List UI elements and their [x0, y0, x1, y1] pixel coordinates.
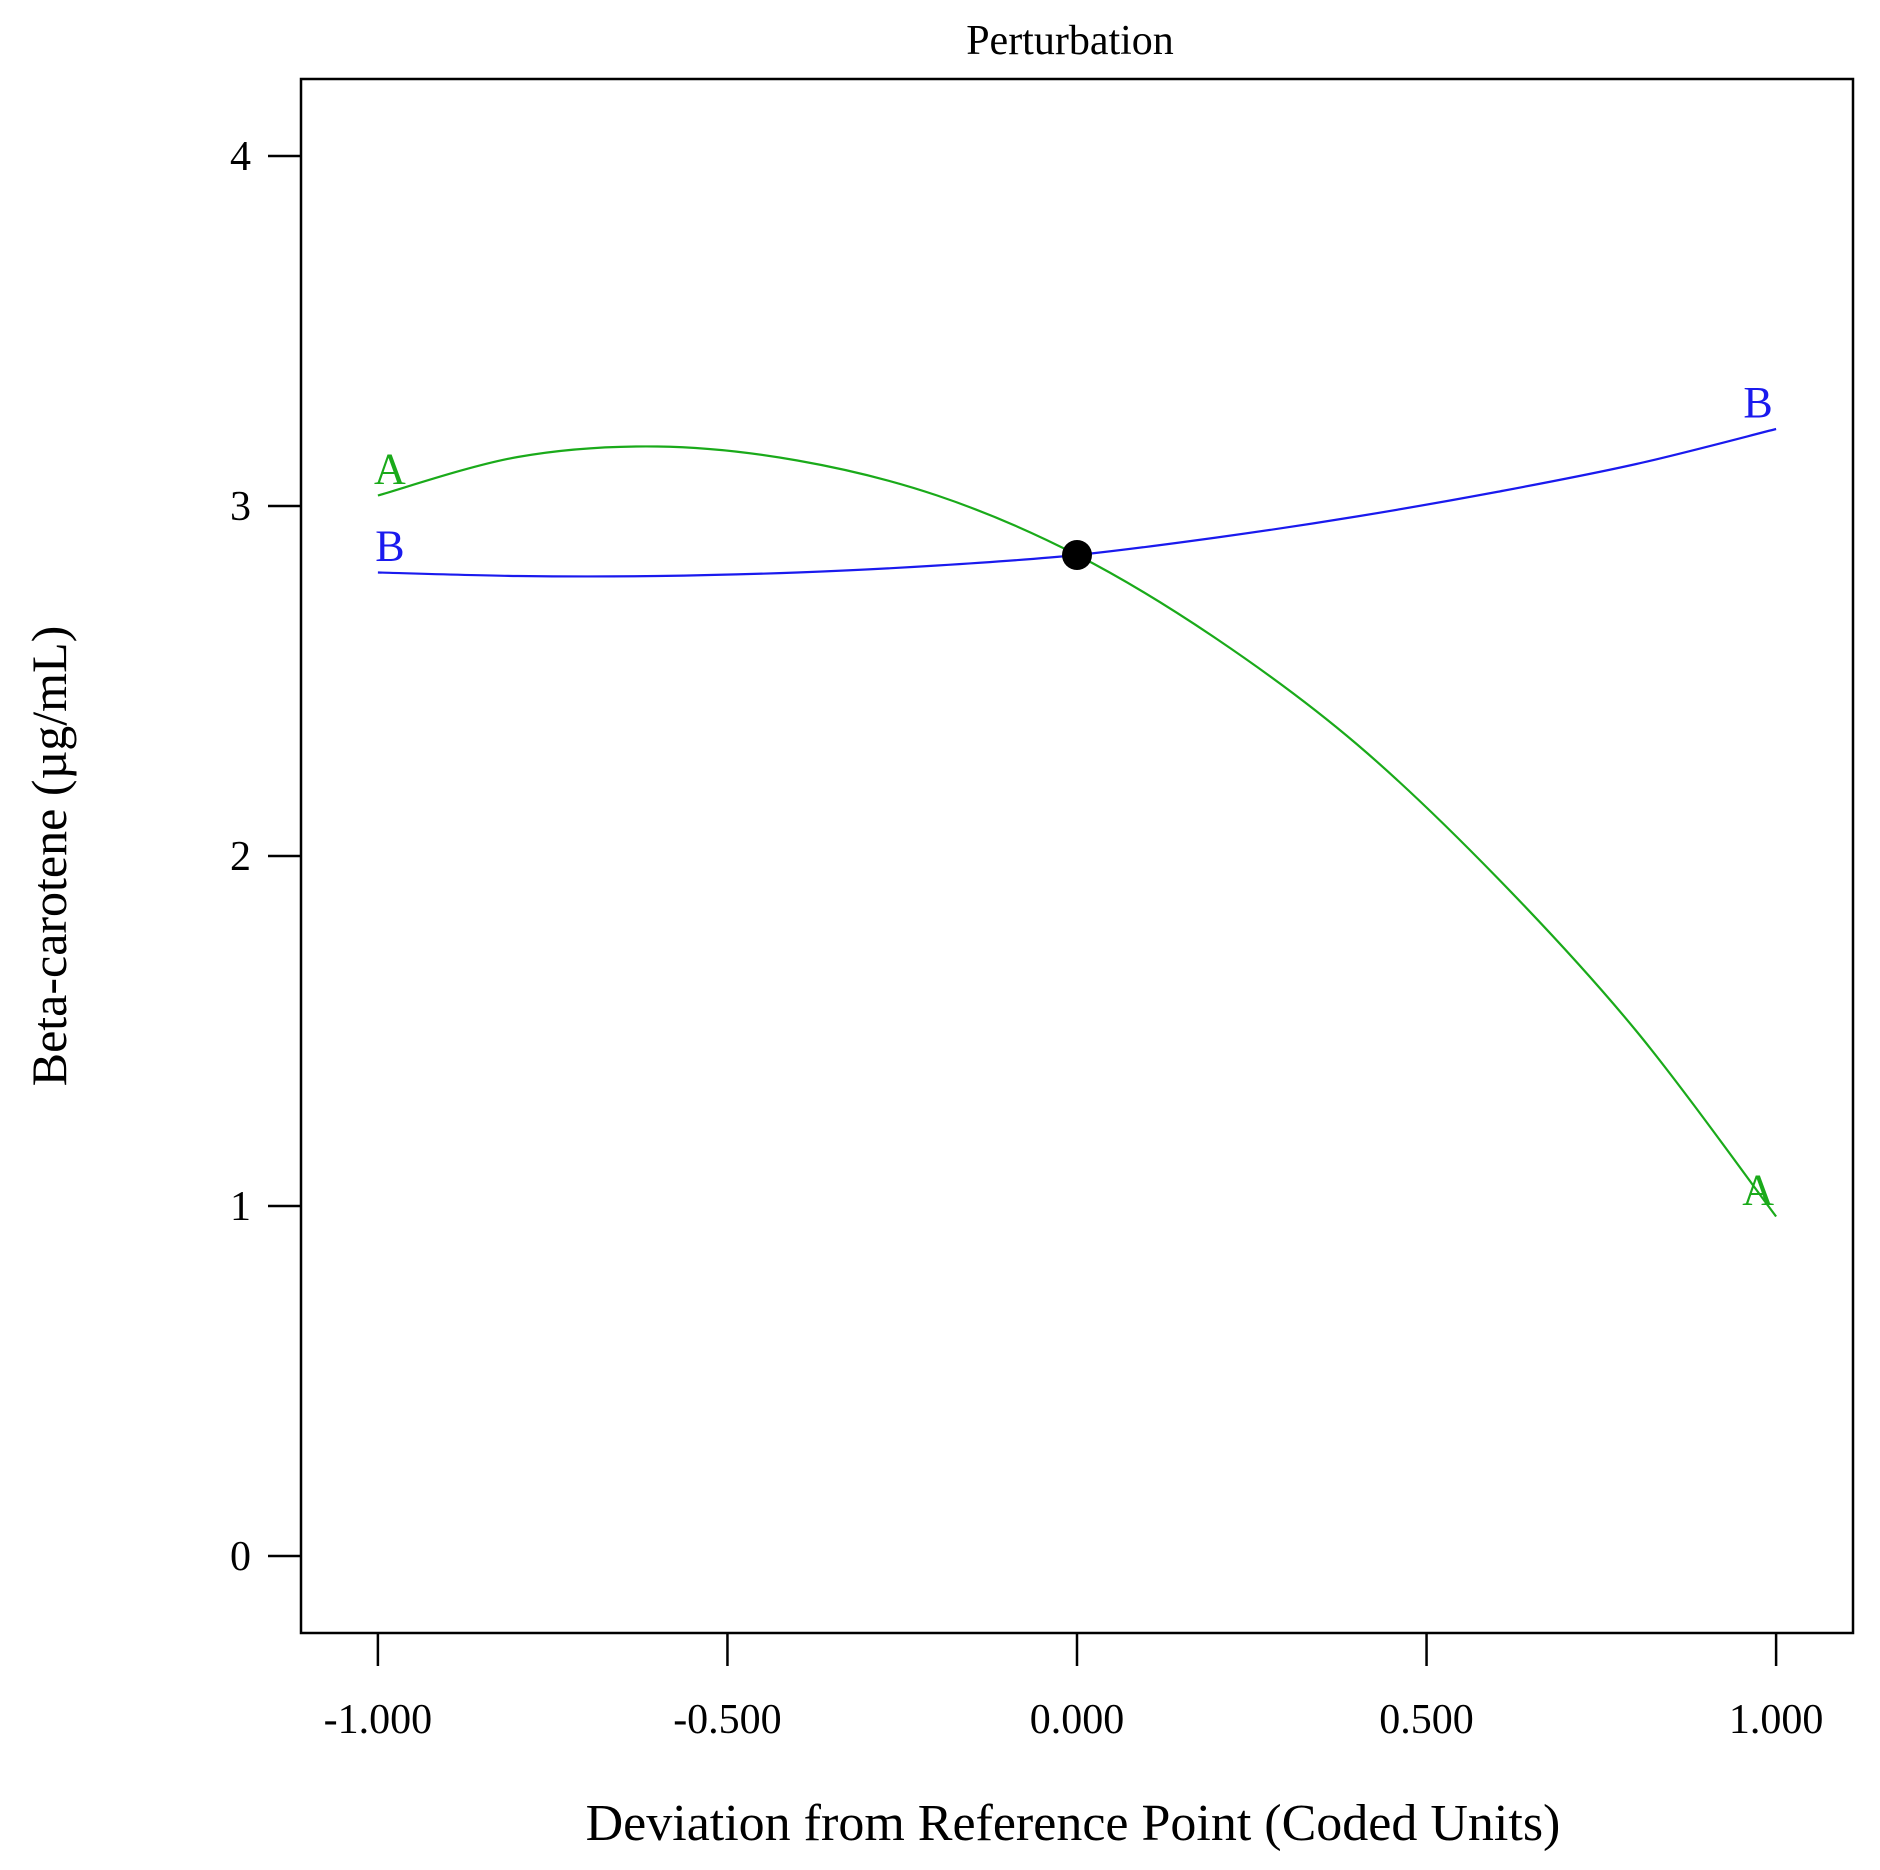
y-tick-label: 3 [230, 484, 251, 530]
x-tick-label: -0.500 [673, 1697, 782, 1743]
series-label-start: A [374, 445, 406, 494]
y-tick-label: 4 [230, 134, 251, 180]
reference-point-marker [1062, 540, 1092, 570]
x-tick-label: 0.500 [1379, 1697, 1474, 1743]
x-tick-label: 0.000 [1030, 1697, 1125, 1743]
series-label-end: B [1743, 378, 1772, 427]
x-axis-label: Deviation from Reference Point (Coded Un… [586, 1795, 1561, 1852]
y-axis: 0 1 2 3 4 [230, 134, 301, 1580]
chart-title: Perturbation [966, 18, 1174, 64]
y-tick-label: 2 [230, 834, 251, 880]
x-tick-label: -1.000 [324, 1697, 433, 1743]
y-axis-label: Beta-carotene (µg/mL) [21, 626, 77, 1087]
x-axis: -1.000 -0.500 0.000 0.500 1.000 [324, 1633, 1824, 1743]
series-label-end: A [1742, 1166, 1774, 1215]
series-a: AA [374, 445, 1777, 1218]
series-line-a [377, 445, 1777, 1218]
y-tick-label: 0 [230, 1534, 251, 1580]
y-tick-label: 1 [230, 1184, 251, 1230]
x-tick-label: 1.000 [1729, 1697, 1824, 1743]
series-label-start: B [375, 522, 404, 571]
plot-frame [299, 77, 1855, 1635]
